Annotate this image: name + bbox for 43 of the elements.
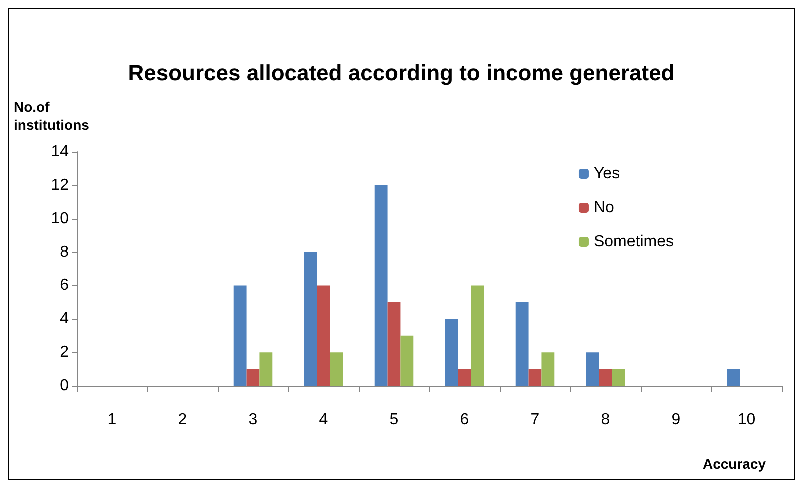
bar: [599, 369, 612, 386]
x-tick-label: 7: [530, 412, 540, 428]
y-tick-label: 4: [60, 310, 70, 328]
y-tick-label: 14: [51, 144, 70, 160]
bar: [542, 352, 555, 386]
x-tick-label: 1: [108, 412, 117, 428]
legend-label: No: [594, 200, 615, 216]
y-axis-title: No.of institutions: [14, 99, 90, 133]
x-axis-title: Accuracy: [702, 456, 766, 472]
y-tick-label: 10: [51, 210, 70, 228]
x-tick-label: 6: [460, 412, 470, 428]
bar: [612, 369, 626, 386]
bar: [516, 302, 529, 386]
bar: [471, 286, 484, 386]
x-tick-label: 9: [672, 412, 681, 428]
bar: [388, 302, 401, 386]
x-tick-label: 8: [601, 412, 610, 428]
x-tick-label: 2: [178, 412, 188, 428]
bar: [260, 352, 273, 386]
legend-label: Sometimes: [594, 234, 674, 250]
bar: [304, 252, 318, 386]
bar: [445, 319, 458, 386]
bar: [727, 369, 740, 386]
bar: [317, 286, 330, 386]
chart-title: Resources allocated according to income generated: [128, 60, 675, 86]
bar: [400, 336, 414, 386]
y-tick-label: 0: [60, 378, 70, 394]
x-tick-label: 4: [319, 412, 328, 428]
x-tick-label: 10: [738, 412, 756, 428]
x-tick-label: 5: [390, 412, 399, 428]
bar: [234, 286, 247, 386]
legend-label: Yes: [594, 166, 620, 182]
y-tick-label: 12: [51, 176, 70, 194]
bar: [330, 352, 344, 386]
x-tick-label: 3: [248, 412, 258, 428]
bar: [374, 185, 388, 386]
y-tick-label: 8: [60, 244, 70, 261]
y-tick-label: 6: [60, 277, 70, 294]
bar: [246, 369, 260, 386]
bar: [458, 369, 472, 386]
y-tick-label: 2: [60, 344, 70, 362]
bar: [586, 352, 600, 386]
bar: [528, 369, 542, 386]
